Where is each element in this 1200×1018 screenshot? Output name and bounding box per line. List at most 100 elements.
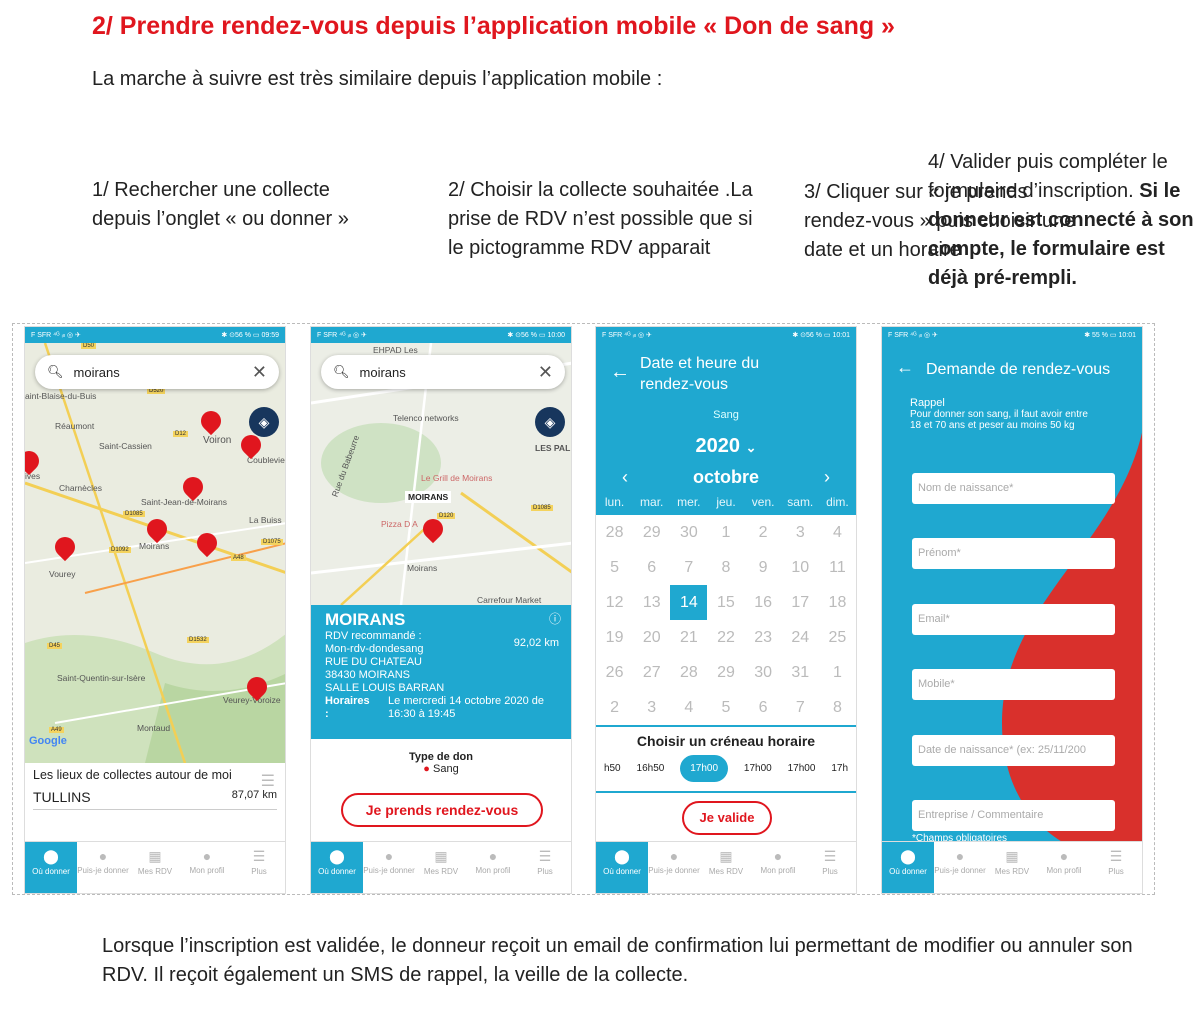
calendar-day[interactable]: 31: [791, 663, 810, 681]
calendar-day[interactable]: 30: [679, 523, 698, 541]
calendar-day[interactable]: 1: [721, 523, 731, 541]
info-icon[interactable]: ⓘ: [548, 612, 561, 626]
calendar-day[interactable]: 4: [832, 523, 842, 541]
valider-button[interactable]: Je valide: [682, 801, 772, 835]
menu-icon[interactable]: ☰: [260, 773, 275, 790]
nav-puis-je[interactable]: ● Puis-je donner: [77, 842, 129, 893]
calendar-day[interactable]: 15: [717, 593, 735, 611]
nav-puis-je[interactable]: ● Puis-je donner: [934, 842, 986, 893]
calendar-day[interactable]: 28: [679, 663, 698, 681]
calendar-day[interactable]: 9: [758, 558, 768, 576]
search-bar[interactable]: 🔍︎ moirans ✕: [35, 355, 279, 389]
nav-ou-donner[interactable]: ⬤ Où donner: [882, 842, 934, 893]
calendar-day[interactable]: 3: [647, 698, 657, 716]
nav-ou-donner[interactable]: ⬤ Où donner: [596, 842, 648, 893]
time-slot[interactable]: 17h00: [787, 762, 816, 774]
prenom-field[interactable]: Prénom*: [912, 538, 1115, 569]
locate-icon[interactable]: ◈: [535, 407, 565, 437]
search-input[interactable]: moirans: [359, 364, 406, 380]
list-item[interactable]: TULLINS 87,07 km: [33, 789, 277, 810]
comment-field[interactable]: Entreprise / Commentaire: [912, 800, 1115, 831]
calendar-day[interactable]: 27: [642, 663, 661, 681]
nav-plus[interactable]: ☰ Plus: [233, 842, 285, 893]
collecte-card[interactable]: MOIRANS RDV recommandé : Mon-rdv-dondesa…: [311, 605, 571, 739]
clear-icon[interactable]: ✕: [251, 361, 267, 382]
next-month-icon[interactable]: ›: [824, 467, 830, 487]
calendar-day[interactable]: 17: [791, 593, 810, 611]
time-slot[interactable]: 17h: [831, 762, 849, 774]
calendar-day[interactable]: 30: [754, 663, 773, 681]
drop-icon: ●: [669, 848, 679, 864]
calendar-day[interactable]: 11: [829, 558, 846, 576]
list-item-dist: 87,07 km: [231, 789, 277, 801]
calendar-day[interactable]: 23: [754, 628, 773, 646]
nom-field[interactable]: Nom de naissance*: [912, 473, 1115, 504]
nav-mes-rdv[interactable]: ▦ Mes RDV: [129, 842, 181, 893]
calendar-day[interactable]: 8: [832, 698, 842, 716]
nav-puis-je[interactable]: ● Puis-je donner: [363, 842, 415, 893]
nav-profil[interactable]: ● Mon profil: [1038, 842, 1090, 893]
calendar-day[interactable]: 22: [717, 628, 735, 646]
calendar-day[interactable]: 13: [642, 593, 661, 611]
calendar-day[interactable]: 16: [754, 593, 772, 611]
calendar-day[interactable]: 3: [795, 523, 805, 541]
map-view[interactable]: aint-Blaise-du-Buis Réaumont Saint-Cassi…: [25, 343, 285, 763]
calendar-day[interactable]: 5: [610, 558, 620, 576]
nav-mes-rdv[interactable]: ▦ Mes RDV: [986, 842, 1038, 893]
nav-ou-donner[interactable]: ⬤ Où donner: [311, 842, 363, 893]
map-label: Carrefour Market: [477, 595, 542, 605]
nav-mes-rdv[interactable]: ▦ Mes RDV: [700, 842, 752, 893]
nav-profil[interactable]: ● Mon profil: [181, 842, 233, 893]
map-label: Coublevie: [247, 455, 285, 465]
calendar-day[interactable]: 29: [717, 663, 735, 681]
calendar-day[interactable]: 29: [642, 523, 661, 541]
locate-icon[interactable]: ◈: [249, 407, 279, 437]
search-input[interactable]: moirans: [73, 364, 120, 380]
screen-title: Date et heure du rendez-vous: [640, 355, 760, 393]
time-slot[interactable]: 16h50: [636, 762, 665, 774]
prendre-rdv-button[interactable]: Je prends rendez-vous: [341, 793, 543, 827]
nav-plus[interactable]: ☰ Plus: [519, 842, 571, 893]
calendar-day[interactable]: 26: [605, 663, 624, 681]
calendar-day[interactable]: 7: [795, 698, 805, 716]
mobile-field[interactable]: Mobile*: [912, 669, 1115, 700]
clear-icon[interactable]: ✕: [537, 361, 553, 382]
calendar-day[interactable]: 18: [828, 593, 847, 611]
time-slot-selected[interactable]: 17h00: [680, 754, 729, 782]
birthdate-field[interactable]: Date de naissance* (ex: 25/11/200: [912, 735, 1115, 766]
nav-plus[interactable]: ☰ Plus: [804, 842, 856, 893]
nav-profil[interactable]: ● Mon profil: [467, 842, 519, 893]
email-field[interactable]: Email*: [912, 604, 1115, 635]
nav-mes-rdv[interactable]: ▦ Mes RDV: [415, 842, 467, 893]
calendar-day[interactable]: 2: [758, 523, 768, 541]
calendar-day[interactable]: 24: [791, 628, 810, 646]
calendar-day[interactable]: 2: [610, 698, 620, 716]
nav-profil[interactable]: ● Mon profil: [752, 842, 804, 893]
calendar-day[interactable]: 6: [758, 698, 768, 716]
calendar-day[interactable]: 4: [684, 698, 694, 716]
calendar-day[interactable]: 8: [721, 558, 731, 576]
calendar-day[interactable]: 5: [721, 698, 731, 716]
calendar-day[interactable]: 21: [679, 628, 698, 646]
calendar-day[interactable]: 6: [647, 558, 657, 576]
calendar-day[interactable]: 28: [605, 523, 624, 541]
year-select[interactable]: 2020 ⌄: [596, 435, 856, 458]
back-arrow-icon[interactable]: ←: [896, 357, 914, 377]
calendar-day[interactable]: 7: [684, 558, 694, 576]
nav-ou-donner[interactable]: ⬤ Où donner: [25, 842, 77, 893]
prev-month-icon[interactable]: ‹: [622, 467, 628, 487]
time-slot[interactable]: 17h00: [743, 762, 772, 774]
calendar-day[interactable]: 25: [828, 628, 847, 646]
back-arrow-icon[interactable]: ←: [610, 361, 630, 383]
calendar-day[interactable]: 1: [832, 663, 842, 681]
calendar-day[interactable]: 10: [791, 558, 810, 576]
calendar-day[interactable]: 20: [642, 628, 661, 646]
nav-puis-je[interactable]: ● Puis-je donner: [648, 842, 700, 893]
calendar-day[interactable]: 19: [605, 628, 624, 646]
road-label: D45: [47, 643, 63, 649]
calendar-day-selected[interactable]: 14: [670, 585, 708, 620]
time-slot[interactable]: h50: [603, 762, 621, 774]
calendar-day[interactable]: 12: [605, 593, 624, 611]
search-bar[interactable]: 🔍︎ moirans ✕: [321, 355, 565, 389]
nav-plus[interactable]: ☰ Plus: [1090, 842, 1142, 893]
